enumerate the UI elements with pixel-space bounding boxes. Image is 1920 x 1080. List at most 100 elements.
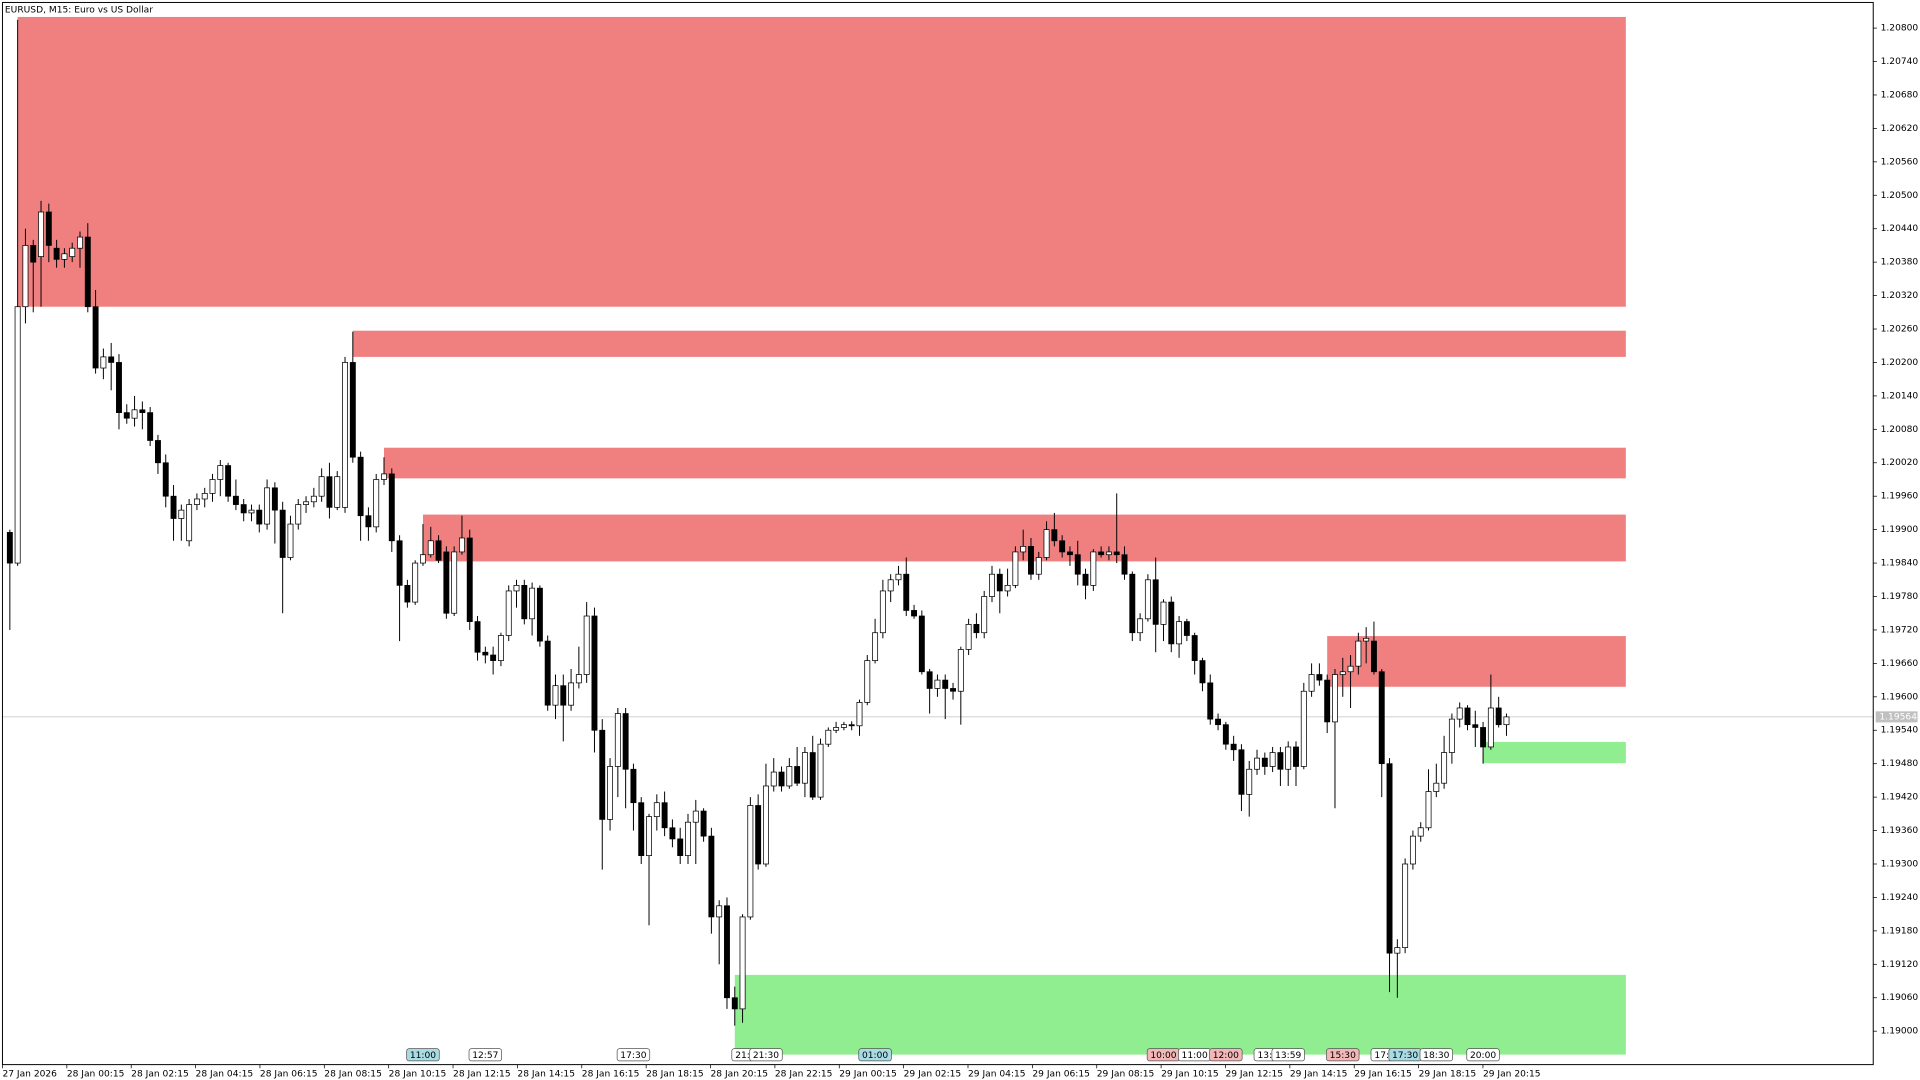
- candle-body: [287, 523, 294, 558]
- zone: [1327, 636, 1626, 687]
- candle-body: [92, 306, 99, 369]
- x-tick-label: 28 Jan 04:15: [196, 1069, 254, 1079]
- candle-body: [178, 509, 185, 519]
- candle-body: [1137, 618, 1144, 634]
- candle-body: [786, 766, 793, 787]
- candle-body: [716, 905, 723, 918]
- candle-body: [1168, 601, 1175, 645]
- candle-body: [926, 671, 933, 689]
- candle-body: [209, 479, 216, 494]
- candle-body: [466, 537, 473, 622]
- candle-body: [536, 587, 543, 642]
- time-marker-label: 13:: [1258, 1051, 1273, 1061]
- candle-body: [1285, 746, 1292, 770]
- candle-body: [911, 610, 918, 617]
- x-tick-label: 29 Jan 00:15: [839, 1069, 897, 1079]
- candle-body: [552, 685, 559, 706]
- candle-body: [77, 236, 83, 249]
- y-tick-label: 1.19180: [1881, 926, 1919, 936]
- candle-body: [349, 362, 356, 458]
- current-price-box: [1875, 711, 1918, 723]
- candle-body: [879, 590, 886, 634]
- candle-body: [1230, 743, 1237, 751]
- candle-body: [521, 584, 528, 620]
- time-marker-label: 15:30: [1330, 1051, 1356, 1061]
- candle-body: [794, 766, 801, 784]
- candle-body: [1355, 640, 1362, 667]
- candle-body: [435, 540, 442, 561]
- y-tick-label: 1.20080: [1881, 425, 1919, 435]
- y-tick-label: 1.20320: [1881, 291, 1919, 301]
- candle-body: [1215, 718, 1222, 726]
- zone: [734, 974, 1626, 1055]
- candle-body: [942, 679, 949, 689]
- x-tick-label: 28 Jan 12:15: [453, 1069, 511, 1079]
- candle-body: [310, 495, 317, 503]
- time-marker: [858, 1048, 892, 1062]
- y-tick-label: 1.19300: [1881, 859, 1919, 869]
- candle-body: [1417, 827, 1424, 837]
- candle-body: [100, 356, 107, 369]
- candle-body: [1300, 690, 1307, 767]
- time-marker-label: 11:00: [410, 1051, 436, 1061]
- time-marker: [406, 1048, 440, 1062]
- candle-body: [965, 624, 972, 650]
- candle-body: [856, 702, 863, 727]
- zone: [352, 330, 1626, 357]
- candle-body: [996, 573, 1003, 592]
- candle-body: [1012, 551, 1019, 586]
- candle-body: [154, 440, 161, 464]
- candle-body: [482, 651, 489, 656]
- candle-body: [123, 412, 130, 419]
- candle-body: [170, 495, 177, 519]
- time-marker-label: 21:30: [753, 1051, 779, 1061]
- candle-body: [458, 537, 465, 553]
- candle-body: [334, 476, 341, 508]
- candle-body: [264, 487, 271, 525]
- candle-body: [1394, 947, 1401, 954]
- candle-body: [1378, 671, 1385, 765]
- chart-title: EURUSD, M15: Euro vs US Dollar: [5, 5, 153, 15]
- candle-body: [427, 540, 434, 556]
- time-marker: [616, 1048, 651, 1062]
- candle-body: [240, 504, 247, 514]
- y-tick-label: 1.20440: [1881, 224, 1919, 234]
- candle-body: [1480, 727, 1487, 748]
- candle-body: [1082, 573, 1089, 586]
- candle-body: [451, 551, 458, 614]
- candle-body: [973, 624, 980, 634]
- x-tick-label: 29 Jan 16:15: [1354, 1069, 1412, 1079]
- y-tick-label: 1.20380: [1881, 258, 1919, 268]
- candle-body: [1129, 573, 1136, 634]
- candle-body: [1363, 637, 1370, 642]
- candle-body: [1495, 707, 1502, 726]
- candle-body: [1261, 757, 1268, 767]
- candle-body: [591, 615, 598, 731]
- candle-body: [1308, 674, 1315, 692]
- candle-body: [474, 621, 481, 653]
- candle-body: [295, 504, 302, 525]
- candle-body: [1191, 635, 1198, 661]
- time-marker-label: 20:00: [1470, 1051, 1496, 1061]
- candle-body: [778, 771, 785, 787]
- y-tick-label: 1.20200: [1881, 358, 1919, 368]
- candle-body: [1409, 835, 1416, 865]
- candle-body: [685, 821, 691, 857]
- candle-body: [1332, 674, 1338, 723]
- candle-body: [53, 247, 60, 260]
- candle-body: [497, 635, 504, 661]
- candle-body: [357, 456, 364, 517]
- candle-body: [1105, 551, 1112, 556]
- time-marker: [1419, 1048, 1453, 1062]
- candle-body: [279, 509, 286, 558]
- candle-body: [630, 768, 637, 804]
- candle-body: [1043, 529, 1050, 558]
- candle-body: [186, 504, 193, 542]
- candle-body: [1277, 752, 1284, 770]
- candle-body: [1441, 752, 1448, 784]
- candle-body: [1074, 554, 1081, 575]
- candle-body: [1386, 763, 1393, 954]
- time-marker-label: 13:59: [1275, 1051, 1301, 1061]
- candle-body: [755, 805, 762, 865]
